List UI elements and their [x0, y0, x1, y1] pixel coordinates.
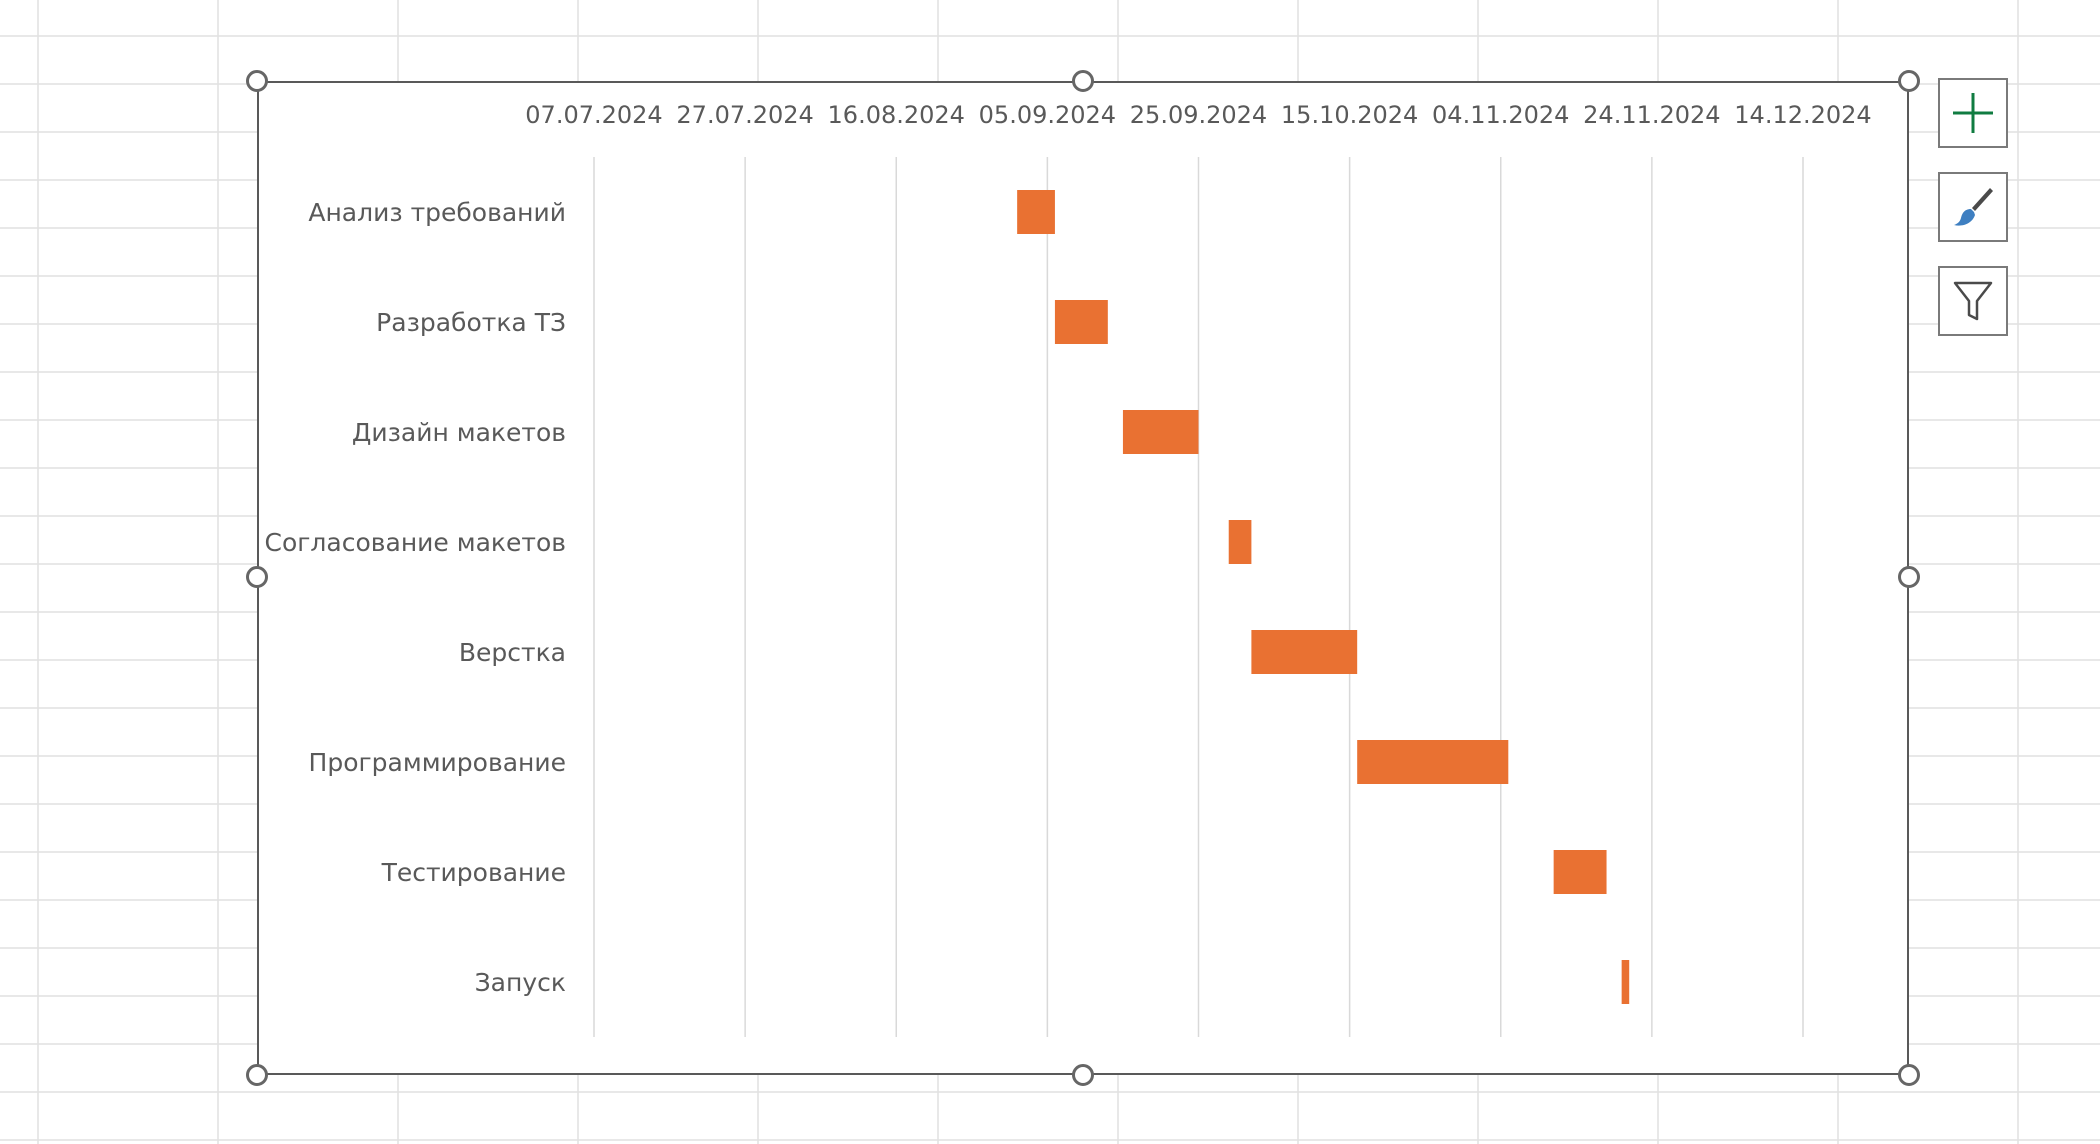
x-tick-label: 16.08.2024 [828, 101, 965, 129]
resize-handle-bottom-center[interactable] [1072, 1064, 1094, 1086]
x-tick-label: 14.12.2024 [1734, 101, 1871, 129]
chart-gridlines [593, 157, 1804, 1037]
task-bar[interactable] [1228, 520, 1252, 564]
category-label: Дизайн макетов [352, 418, 566, 447]
category-label: Разработка ТЗ [376, 308, 566, 337]
task-bar[interactable] [1017, 190, 1055, 234]
resize-handle-top-right[interactable] [1898, 70, 1920, 92]
x-tick-label: 15.10.2024 [1281, 101, 1418, 129]
category-label: Программирование [309, 748, 566, 777]
funnel-icon [1953, 281, 1993, 321]
resize-handle-top-center[interactable] [1072, 70, 1094, 92]
resize-handle-bottom-right[interactable] [1898, 1064, 1920, 1086]
chart-filters-button[interactable] [1938, 266, 2008, 336]
chart-styles-button[interactable] [1938, 172, 2008, 242]
resize-handle-middle-left[interactable] [246, 566, 268, 588]
x-tick-label: 04.11.2024 [1432, 101, 1569, 129]
category-label: Тестирование [381, 858, 566, 887]
task-bar[interactable] [1251, 630, 1358, 674]
resize-handle-top-left[interactable] [246, 70, 268, 92]
x-tick-label: 27.07.2024 [676, 101, 813, 129]
plus-icon [1953, 93, 1993, 133]
task-bars [1017, 190, 1630, 1004]
chart-plot: 07.07.2024 27.07.2024 16.08.2024 05.09.2024… [265, 101, 1872, 1037]
resize-handle-bottom-left[interactable] [246, 1064, 268, 1086]
task-bar[interactable] [1621, 960, 1630, 1004]
x-tick-label: 25.09.2024 [1130, 101, 1267, 129]
task-bar[interactable] [1122, 410, 1199, 454]
paintbrush-icon [1954, 188, 1993, 226]
category-label: Верстка [459, 638, 566, 667]
chart-elements-button[interactable] [1938, 78, 2008, 148]
resize-handle-middle-right[interactable] [1898, 566, 1920, 588]
category-label: Согласование макетов [265, 528, 566, 557]
category-label: Запуск [475, 968, 566, 997]
task-bar[interactable] [1054, 300, 1108, 344]
x-tick-label: 07.07.2024 [525, 101, 662, 129]
task-bar[interactable] [1553, 850, 1607, 894]
category-label: Анализ требований [308, 198, 566, 227]
x-tick-label: 05.09.2024 [979, 101, 1116, 129]
gantt-chart[interactable]: 07.07.2024 27.07.2024 16.08.2024 05.09.2024… [257, 81, 1909, 1075]
x-tick-label: 24.11.2024 [1583, 101, 1720, 129]
y-axis-category-labels: Анализ требований Разработка ТЗ Дизайн мак… [265, 198, 566, 997]
x-axis-tick-labels: 07.07.2024 27.07.2024 16.08.2024 05.09.2024… [525, 101, 1871, 129]
task-bar[interactable] [1357, 740, 1509, 784]
